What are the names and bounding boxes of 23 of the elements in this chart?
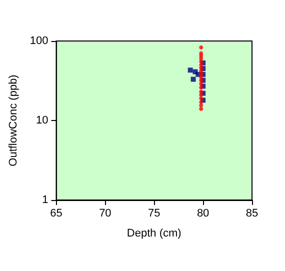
point xyxy=(190,76,196,82)
point xyxy=(188,68,193,73)
x-tick-label: 70 xyxy=(99,208,112,220)
point xyxy=(199,78,204,82)
point xyxy=(199,86,204,90)
y-tick-label: 10 xyxy=(36,114,48,126)
y-axis-title: OutflowConc (ppb) xyxy=(8,74,20,166)
point xyxy=(199,68,204,73)
y-tick-label: 100 xyxy=(30,35,48,47)
point xyxy=(199,92,204,97)
x-tick-label: 80 xyxy=(196,208,210,220)
point xyxy=(199,96,204,100)
x-axis-title: Depth (cm) xyxy=(126,228,182,240)
x-tick-label: 65 xyxy=(50,208,62,220)
x-tick-label: 75 xyxy=(148,208,160,220)
point xyxy=(199,103,204,108)
y-tick-label: 1 xyxy=(42,194,48,206)
point xyxy=(199,90,204,94)
point xyxy=(199,45,204,50)
point xyxy=(199,82,204,86)
point xyxy=(199,100,204,104)
x-tick-label: 85 xyxy=(246,208,258,220)
point xyxy=(199,106,204,111)
